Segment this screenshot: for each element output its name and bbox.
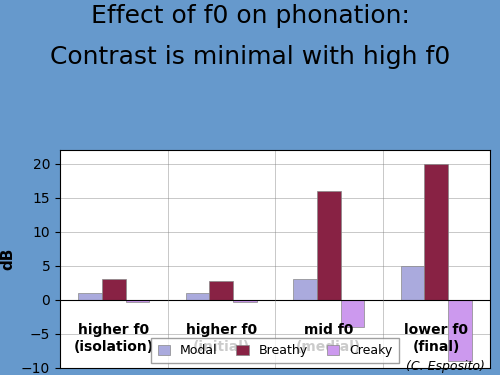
Bar [340, 300, 364, 327]
Bar [294, 279, 317, 300]
Text: Effect of f0 on phonation:: Effect of f0 on phonation: [90, 4, 409, 28]
Bar [78, 293, 102, 300]
Bar [210, 280, 233, 300]
Bar [126, 300, 149, 302]
Text: higher f0
(initial): higher f0 (initial) [186, 323, 257, 354]
Text: mid f0
(medial): mid f0 (medial) [296, 323, 362, 354]
Legend: Modal, Breathy, Creaky: Modal, Breathy, Creaky [151, 338, 399, 363]
Bar [424, 164, 448, 300]
Bar [186, 293, 210, 300]
Bar [102, 279, 126, 300]
Text: (C. Esposito): (C. Esposito) [406, 360, 485, 373]
Text: Contrast is minimal with high f0: Contrast is minimal with high f0 [50, 45, 450, 69]
Bar [448, 300, 471, 361]
Text: lower f0
(final): lower f0 (final) [404, 323, 468, 354]
Bar [401, 266, 424, 300]
Y-axis label: dB: dB [0, 248, 16, 270]
Text: higher f0
(isolation): higher f0 (isolation) [74, 323, 154, 354]
Bar [233, 300, 256, 302]
Bar [317, 191, 340, 300]
